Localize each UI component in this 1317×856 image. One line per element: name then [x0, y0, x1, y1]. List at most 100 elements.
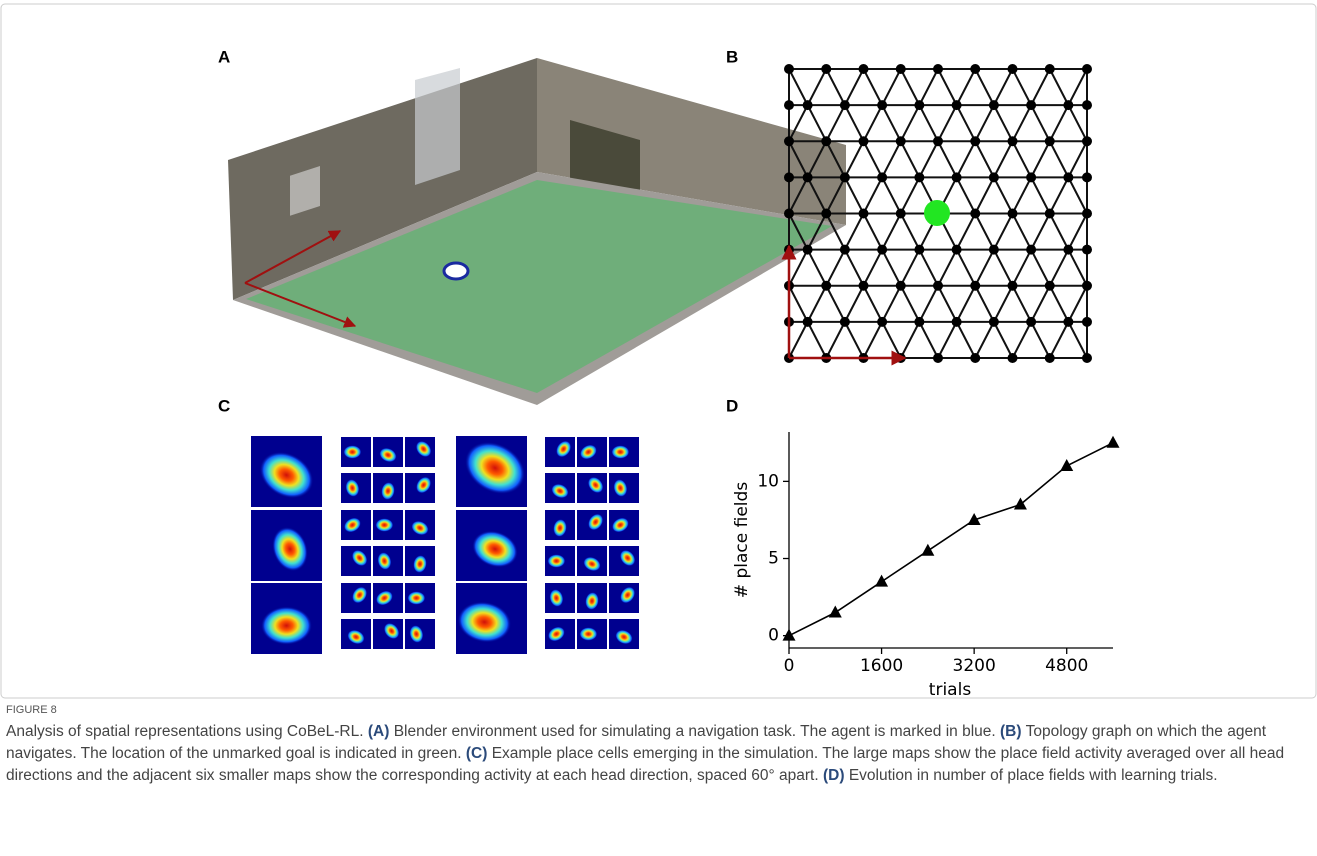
- graph-edge: [1031, 250, 1050, 286]
- graph-node: [821, 64, 831, 74]
- graph-edge: [864, 286, 883, 322]
- graph-edge: [1031, 177, 1050, 213]
- graph-edge: [1068, 141, 1087, 177]
- graph-edge: [957, 69, 976, 105]
- graph-node: [1063, 172, 1073, 182]
- graph-edge: [1068, 105, 1087, 141]
- graph-edge: [845, 286, 864, 322]
- graph-edge: [882, 286, 901, 322]
- graph-edge: [882, 105, 901, 141]
- graph-edge: [901, 286, 920, 322]
- caption-item-label: (C): [466, 745, 488, 762]
- graph-node: [989, 317, 999, 327]
- graph-node: [821, 209, 831, 219]
- graph-edge: [1068, 250, 1087, 286]
- environment-render: [228, 58, 846, 405]
- graph-edge: [938, 286, 957, 322]
- graph-node: [1082, 353, 1092, 363]
- graph-edge: [864, 105, 883, 141]
- y-tick-label: 0: [768, 626, 779, 646]
- graph-edge: [882, 322, 901, 358]
- graph-edge: [919, 286, 938, 322]
- graph-edge: [994, 69, 1013, 105]
- graph-edge: [957, 286, 976, 322]
- graph-edge: [1031, 69, 1050, 105]
- graph-node: [1008, 209, 1018, 219]
- graph-node: [1026, 317, 1036, 327]
- figure-label: FIGURE 8: [6, 704, 1306, 716]
- graph-node: [933, 64, 943, 74]
- graph-node: [1026, 172, 1036, 182]
- graph-edge: [826, 286, 845, 322]
- place-field: [579, 627, 597, 641]
- graph-node: [1063, 317, 1073, 327]
- graph-node: [896, 209, 906, 219]
- graph-node: [989, 245, 999, 255]
- data-point: [1014, 498, 1027, 510]
- graph-edge: [808, 69, 827, 105]
- graph-node: [859, 136, 869, 146]
- caption-item-label: (A): [368, 723, 390, 740]
- graph-edge: [882, 214, 901, 250]
- graph-node: [821, 281, 831, 291]
- graph-edge: [1013, 141, 1032, 177]
- graph-edge: [864, 250, 883, 286]
- graph-edge: [975, 250, 994, 286]
- topology-graph: [784, 64, 1092, 363]
- graph-edge: [919, 322, 938, 358]
- graph-edge: [864, 141, 883, 177]
- graph-node: [970, 281, 980, 291]
- graph-edge: [1068, 214, 1087, 250]
- graph-node: [877, 245, 887, 255]
- agent: [444, 263, 468, 279]
- graph-node: [803, 317, 813, 327]
- graph-edge: [1031, 105, 1050, 141]
- graph-node: [896, 281, 906, 291]
- graph-edge: [1013, 286, 1032, 322]
- graph-edge: [994, 141, 1013, 177]
- place-field: [547, 554, 565, 568]
- place-field: [343, 445, 361, 459]
- graph-edge: [1013, 177, 1032, 213]
- graph-node: [1045, 209, 1055, 219]
- graph-edge: [1068, 286, 1087, 322]
- graph-node: [1045, 64, 1055, 74]
- graph-edge: [845, 105, 864, 141]
- place-field: [407, 591, 425, 605]
- graph-edge: [826, 322, 845, 358]
- caption: FIGURE 8 Analysis of spatial representat…: [6, 704, 1306, 787]
- graph-edge: [845, 177, 864, 213]
- graph-node: [1082, 281, 1092, 291]
- graph-node: [1082, 317, 1092, 327]
- graph-edge: [882, 177, 901, 213]
- x-tick-label: 3200: [953, 656, 996, 676]
- y-tick-label: 10: [757, 471, 779, 491]
- graph-edge: [901, 177, 920, 213]
- x-axis-label: trials: [929, 680, 972, 700]
- x-tick-label: 4800: [1045, 656, 1088, 676]
- graph-edge: [938, 322, 957, 358]
- graph-node: [840, 172, 850, 182]
- graph-edge: [864, 322, 883, 358]
- x-tick-label: 0: [784, 656, 795, 676]
- graph-node: [1045, 281, 1055, 291]
- graph-edge: [826, 105, 845, 141]
- graph-node: [970, 64, 980, 74]
- graph-node: [1082, 64, 1092, 74]
- caption-item-label: (D): [823, 767, 845, 784]
- graph-node: [1045, 136, 1055, 146]
- graph-edge: [919, 250, 938, 286]
- graph-edge: [1031, 141, 1050, 177]
- graph-node: [933, 136, 943, 146]
- place-field: [611, 445, 629, 459]
- graph-edge: [1050, 177, 1069, 213]
- panel-label: C: [218, 396, 230, 415]
- graph-edge: [808, 286, 827, 322]
- graph-edge: [1050, 141, 1069, 177]
- graph-edge: [1068, 322, 1087, 358]
- graph-edge: [957, 322, 976, 358]
- graph-node: [1082, 245, 1092, 255]
- panel-label: D: [726, 396, 738, 415]
- graph-node: [970, 136, 980, 146]
- graph-edge: [789, 69, 808, 105]
